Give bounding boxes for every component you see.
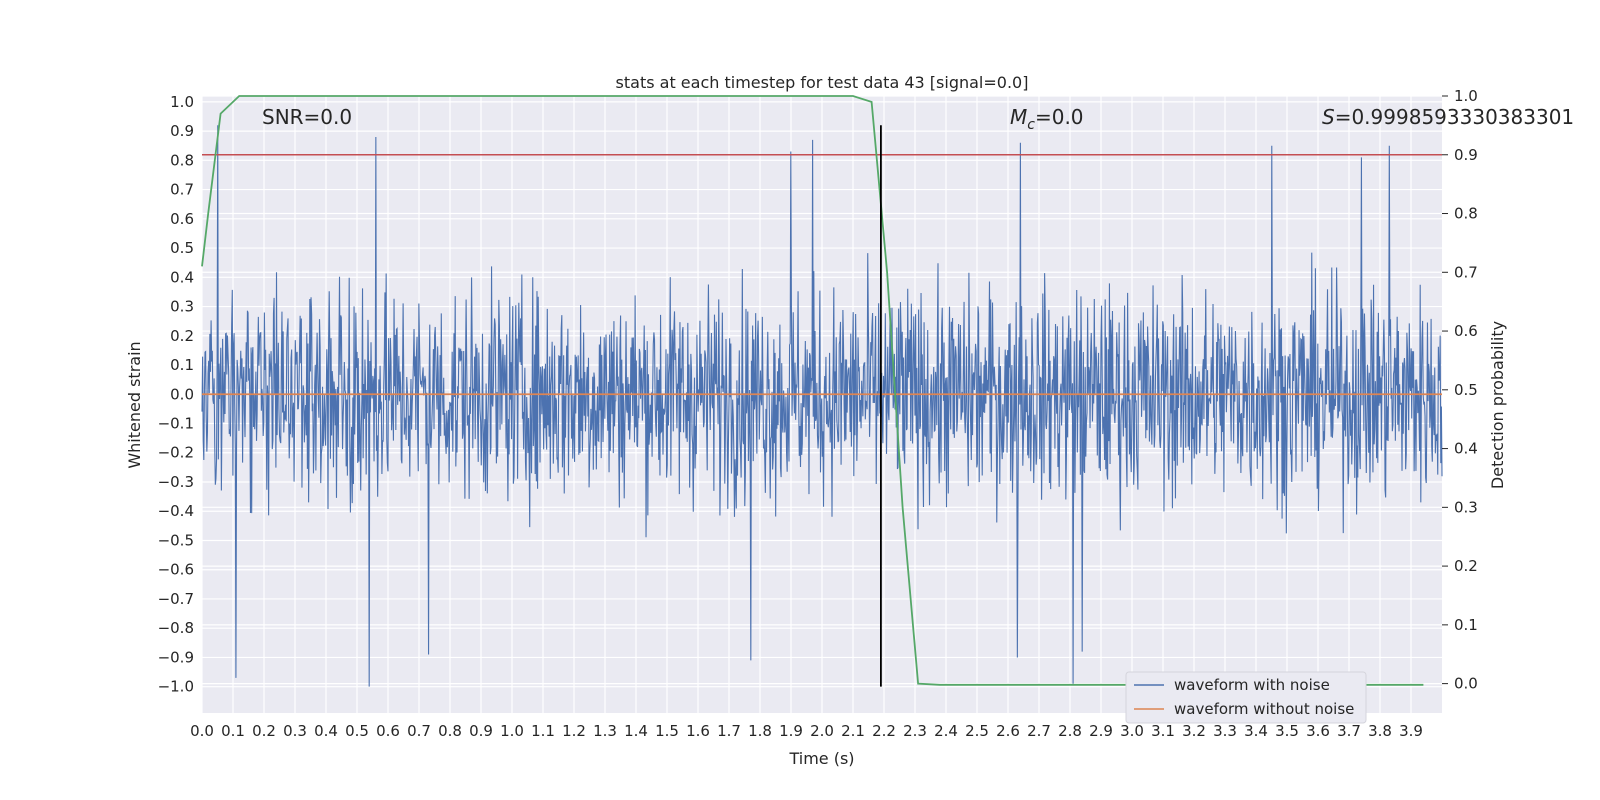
mc-symbol: M: [1010, 105, 1027, 129]
y-tick-label-left: 0.6: [170, 210, 194, 228]
x-tick-label: 1.0: [500, 722, 524, 740]
y-tick-label-right: 0.3: [1454, 498, 1478, 516]
x-tick-label: 1.7: [717, 722, 741, 740]
x-tick-label: 3.8: [1368, 722, 1392, 740]
x-tick-label: 3.3: [1213, 722, 1237, 740]
y-tick-label-left: −0.3: [158, 473, 194, 491]
x-tick-label: 0.9: [469, 722, 493, 740]
y-tick-label-right: 1.0: [1454, 87, 1478, 105]
x-tick-label: 2.0: [810, 722, 834, 740]
y-tick-label-left: −0.2: [158, 444, 194, 462]
s-symbol: S: [1322, 105, 1335, 129]
ticks-layer: 0.0 0.1 0.2 0.3 0.4 0.5 0.6 0.7 0.8 0.9 1.0 1.1 1.2 1…: [158, 87, 1478, 740]
y-tick-label-left: −0.1: [158, 415, 194, 433]
y-tick-label-left: −0.4: [158, 502, 194, 520]
y-tick-label-right: 0.9: [1454, 146, 1478, 164]
x-tick-label: 1.9: [779, 722, 803, 740]
x-tick-label: 2.7: [1027, 722, 1051, 740]
x-tick-label: 1.8: [748, 722, 772, 740]
y-tick-label-right: 0.4: [1454, 440, 1478, 458]
series-detection-probability: [201, 95, 1424, 686]
x-tick-label: 2.5: [965, 722, 989, 740]
y-tick-label-right: 0.7: [1454, 263, 1478, 281]
x-tick-label: 3.7: [1337, 722, 1361, 740]
x-tick-label: 3.6: [1306, 722, 1330, 740]
y-tick-label-right: 0.0: [1454, 675, 1478, 693]
x-tick-label: 3.2: [1182, 722, 1206, 740]
x-tick-label: 1.1: [531, 722, 555, 740]
x-tick-label: 2.2: [872, 722, 896, 740]
y-tick-label-left: 0.9: [170, 122, 194, 140]
x-tick-label: 1.5: [655, 722, 679, 740]
y-tick-label-right: 0.6: [1454, 322, 1478, 340]
x-tick-label: 3.4: [1244, 722, 1268, 740]
y-tick-label-right: 0.1: [1454, 616, 1478, 634]
x-tick-label: 2.8: [1058, 722, 1082, 740]
x-tick-label: 0.1: [221, 722, 245, 740]
y-tick-label-right: 0.2: [1454, 557, 1478, 575]
legend: waveform with noise waveform without noi…: [1125, 671, 1367, 724]
y-tick-label-left: 0.7: [170, 181, 194, 199]
y-tick-label-left: −0.9: [158, 648, 194, 666]
legend-label-noise: waveform with noise: [1174, 676, 1330, 694]
x-tick-label: 3.1: [1151, 722, 1175, 740]
y-tick-label-left: 0.5: [170, 239, 194, 257]
y-tick-label-left: 0.1: [170, 356, 194, 374]
legend-label-clean: waveform without noise: [1174, 700, 1354, 718]
x-axis-label: Time (s): [788, 749, 854, 768]
x-tick-label: 0.2: [252, 722, 276, 740]
x-tick-label: 0.8: [438, 722, 462, 740]
x-tick-label: 3.5: [1275, 722, 1299, 740]
y-tick-label-left: −0.5: [158, 531, 194, 549]
mc-annotation: Mc=0.0: [1010, 105, 1084, 133]
y-tick-label-left: −0.8: [158, 619, 194, 637]
y-tick-label-left: −1.0: [158, 678, 194, 696]
mc-value: =0.0: [1035, 105, 1084, 129]
y-tick-label-left: 1.0: [170, 93, 194, 111]
x-tick-label: 3.0: [1120, 722, 1144, 740]
y-tick-label-left: 0.4: [170, 268, 194, 286]
x-tick-label: 1.4: [624, 722, 648, 740]
x-tick-label: 0.5: [345, 722, 369, 740]
series-layer: [201, 95, 1443, 687]
x-tick-label: 1.2: [562, 722, 586, 740]
y-tick-label-left: −0.7: [158, 590, 194, 608]
x-tick-label: 0.4: [314, 722, 338, 740]
grid: [201, 95, 1442, 713]
y-axis-left-label: Whitened strain: [125, 341, 144, 468]
y-tick-label-left: 0.2: [170, 327, 194, 345]
y-tick-label-right: 0.8: [1454, 205, 1478, 223]
x-tick-label: 2.1: [841, 722, 865, 740]
y-axis-right-label: Detection probability: [1488, 321, 1507, 489]
x-tick-label: 3.9: [1399, 722, 1423, 740]
snr-annotation: SNR=0.0: [262, 105, 352, 129]
x-tick-label: 2.3: [903, 722, 927, 740]
x-tick-label: 2.4: [934, 722, 958, 740]
x-tick-label: 1.3: [593, 722, 617, 740]
x-tick-label: 2.9: [1089, 722, 1113, 740]
x-tick-label: 0.7: [407, 722, 431, 740]
y-tick-label-left: −0.6: [158, 561, 194, 579]
y-tick-label-left: 0.3: [170, 298, 194, 316]
s-value: =0.9998593330383301: [1335, 105, 1574, 129]
series-waveform-with-noise: [201, 125, 1443, 687]
chart-title: stats at each timestep for test data 43 …: [616, 73, 1029, 92]
y-tick-label-left: 0.0: [170, 385, 194, 403]
s-annotation: S=0.9998593330383301: [1322, 105, 1574, 129]
x-tick-label: 0.3: [283, 722, 307, 740]
x-tick-label: 1.6: [686, 722, 710, 740]
y-tick-label-right: 0.5: [1454, 381, 1478, 399]
mc-subscript: c: [1027, 117, 1035, 133]
legend-box: [1125, 671, 1367, 724]
y-tick-label-left: 0.8: [170, 151, 194, 169]
x-tick-label: 0.0: [190, 722, 214, 740]
x-tick-label: 2.6: [996, 722, 1020, 740]
x-tick-label: 0.6: [376, 722, 400, 740]
